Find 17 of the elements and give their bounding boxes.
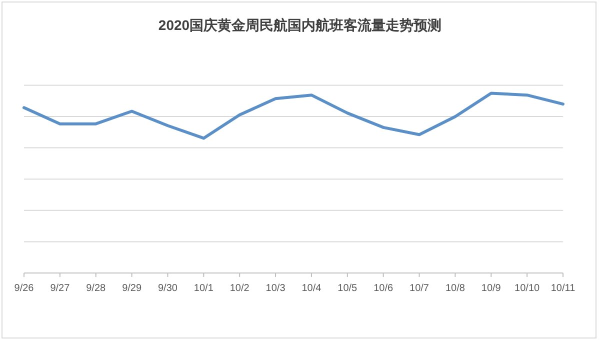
x-tick-label: 10/3 [266,283,286,294]
x-tick-label: 10/8 [445,283,466,294]
x-tick-label: 9/30 [158,283,178,294]
x-tick-label: 9/26 [14,283,34,294]
x-tick-label: 10/2 [230,283,250,294]
x-tick-label: 9/27 [50,283,70,294]
x-tick-label: 10/6 [374,283,394,294]
x-tick-label: 10/9 [481,283,502,294]
x-tick-label: 10/7 [410,283,430,294]
x-tick-label: 10/4 [302,283,322,294]
x-tick-label: 9/28 [86,283,106,294]
x-tick-label: 10/10 [514,283,540,294]
x-tick-label: 9/29 [122,283,142,294]
x-tick-label: 10/11 [550,283,576,294]
chart-title: 2020国庆黄金周民航国内航班客流量走势预测 [158,17,442,33]
x-tick-label: 10/1 [194,283,214,294]
x-tick-label: 10/5 [338,283,358,294]
